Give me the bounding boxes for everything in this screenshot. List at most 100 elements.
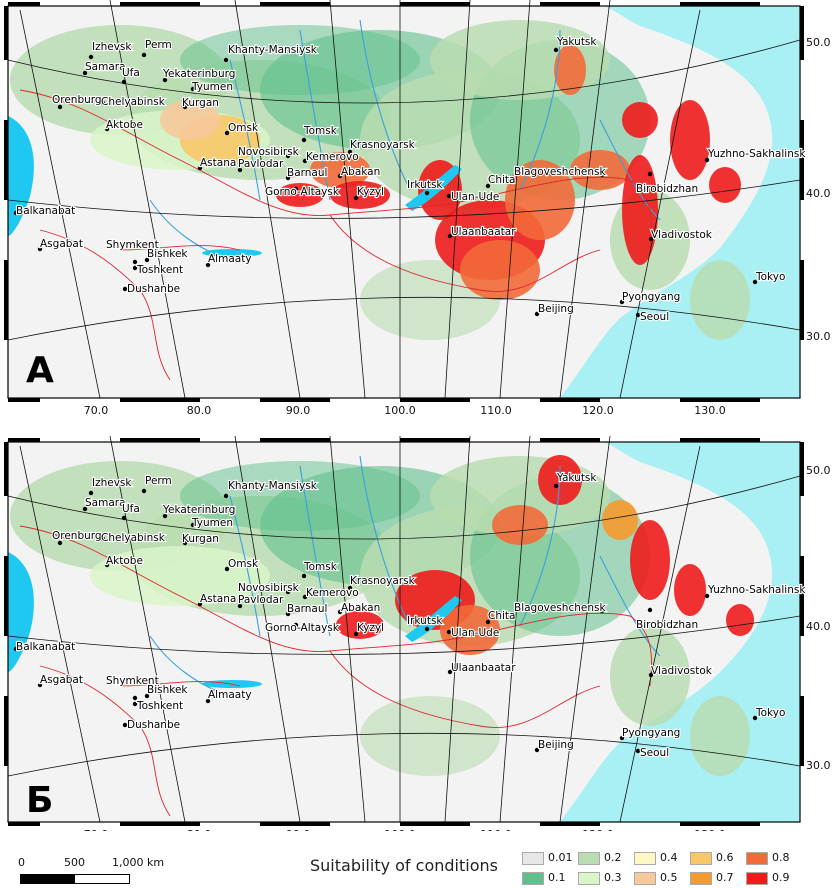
- legend-swatch: [578, 871, 600, 885]
- city-label: Pyongyang: [622, 727, 680, 739]
- frame-tick: [400, 2, 470, 6]
- river: [599, 555, 661, 657]
- lat-tick-label: 50.0: [806, 36, 831, 49]
- city-label: Beijing: [538, 739, 574, 751]
- frame-tick: [540, 438, 600, 442]
- city-label: Orenburg: [52, 530, 102, 542]
- legend-item: 0.3: [578, 871, 622, 885]
- graticule-meridian: [559, 0, 611, 399]
- terrain-patch: [360, 696, 500, 776]
- city-label: Pyongyang: [622, 291, 680, 303]
- city-marker: [205, 262, 211, 268]
- city-label: Kemerovo: [306, 151, 359, 163]
- city-marker: [141, 488, 147, 494]
- city-marker: [285, 611, 291, 617]
- city-label: Irkutsk: [407, 615, 443, 627]
- legend-title: Suitability of conditions: [310, 856, 498, 875]
- city-label: Yekaterinburg: [162, 68, 235, 80]
- suitability-patch: [570, 150, 630, 190]
- graticule-meridian: [109, 436, 186, 823]
- lon-tick-label: 130.0: [694, 404, 726, 417]
- graticule-meridian: [109, 0, 186, 399]
- legend-label: 0.01: [548, 851, 573, 864]
- city-label: Yekaterinburg: [162, 504, 235, 516]
- frame-tick: [120, 2, 200, 6]
- legend-label: 0.6: [716, 851, 734, 864]
- city-label: Ufa: [122, 503, 140, 515]
- graticule-meridian: [619, 9, 701, 399]
- terrain-patch: [90, 546, 270, 606]
- city-marker: [57, 104, 63, 110]
- city-marker: [100, 100, 106, 106]
- legend-item: 0.6: [690, 851, 734, 865]
- frame-tick: [680, 822, 760, 826]
- graticule-parallel: [7, 179, 801, 219]
- scale-bar-segment: [21, 875, 75, 883]
- frame-tick: [260, 2, 330, 6]
- city-marker: [446, 629, 452, 635]
- city-marker: [237, 167, 243, 173]
- city-marker: [302, 158, 308, 164]
- city-marker: [635, 748, 641, 754]
- river: [229, 59, 261, 201]
- city-marker: [424, 190, 430, 196]
- graticule-meridian: [619, 445, 701, 823]
- city-label: Asgabat: [40, 674, 83, 686]
- city-marker: [224, 130, 230, 136]
- country-border: [39, 229, 171, 381]
- city-marker: [88, 490, 94, 496]
- city-label: Aktobe: [106, 119, 143, 131]
- city-marker: [285, 589, 291, 595]
- map-panel-a: 70.0 80.0 90.0 100.0 110.0 120.0 130.0 50.0 40.0…: [0, 0, 836, 432]
- graticule-parallel: [7, 615, 801, 655]
- frame-tick: [540, 822, 600, 826]
- city-label: Abakan: [341, 602, 380, 614]
- legend-label: 0.1: [548, 871, 566, 884]
- city-marker: [104, 562, 110, 568]
- graticule-parallel: [7, 296, 801, 341]
- legend-label: 0.7: [716, 871, 734, 884]
- city-label: Blagoveshchensk: [514, 166, 606, 178]
- lon-tick-label: 110.0: [480, 828, 512, 831]
- city-label: Beijing: [538, 303, 574, 315]
- legend-item: 0.7: [690, 871, 734, 885]
- city-label: Blagoveshchensk: [514, 602, 606, 614]
- frame-tick: [260, 822, 330, 826]
- city-label: Seoul: [640, 311, 669, 323]
- city-marker: [553, 483, 559, 489]
- graticule-meridian: [499, 436, 531, 823]
- city-label: Omsk: [228, 558, 259, 570]
- map-canvas-a: 70.0 80.0 90.0 100.0 110.0 120.0 130.0 50.0 40.0…: [0, 0, 836, 432]
- suitability-patch: [160, 100, 220, 140]
- legend-item: 0.1: [522, 871, 566, 885]
- city-marker: [144, 257, 150, 263]
- frame-tick: [4, 6, 8, 60]
- city-marker: [301, 573, 307, 579]
- country-border: [119, 245, 241, 251]
- city-marker: [635, 312, 641, 318]
- suitability-patch: [630, 520, 670, 600]
- city-marker: [353, 195, 359, 201]
- city-label: Kyzyl: [357, 186, 384, 198]
- scale-label-500: 500: [64, 856, 85, 869]
- city-marker: [82, 70, 88, 76]
- city-label: Pavlodar: [238, 594, 284, 606]
- city-label: Izhevsk: [92, 41, 132, 53]
- city-marker: [132, 259, 138, 265]
- city-marker: [122, 722, 128, 728]
- frame-tick: [4, 696, 8, 766]
- legend-swatch: [746, 871, 768, 885]
- city-label: Shymkent: [106, 675, 159, 687]
- city-marker: [293, 186, 299, 192]
- city-label: Birobidzhan: [636, 183, 698, 195]
- city-label: Dushanbe: [127, 283, 180, 295]
- frame-tick: [4, 260, 8, 340]
- city-marker: [197, 601, 203, 607]
- frame-tick: [120, 438, 200, 442]
- city-marker: [121, 79, 127, 85]
- city-label: Khanty-Mansiysk: [228, 44, 318, 56]
- graticule-meridian: [444, 0, 471, 399]
- city-label: Pavlodar: [238, 158, 284, 170]
- city-label: Krasnoyarsk: [350, 139, 416, 151]
- legend-item: 0.5: [634, 871, 678, 885]
